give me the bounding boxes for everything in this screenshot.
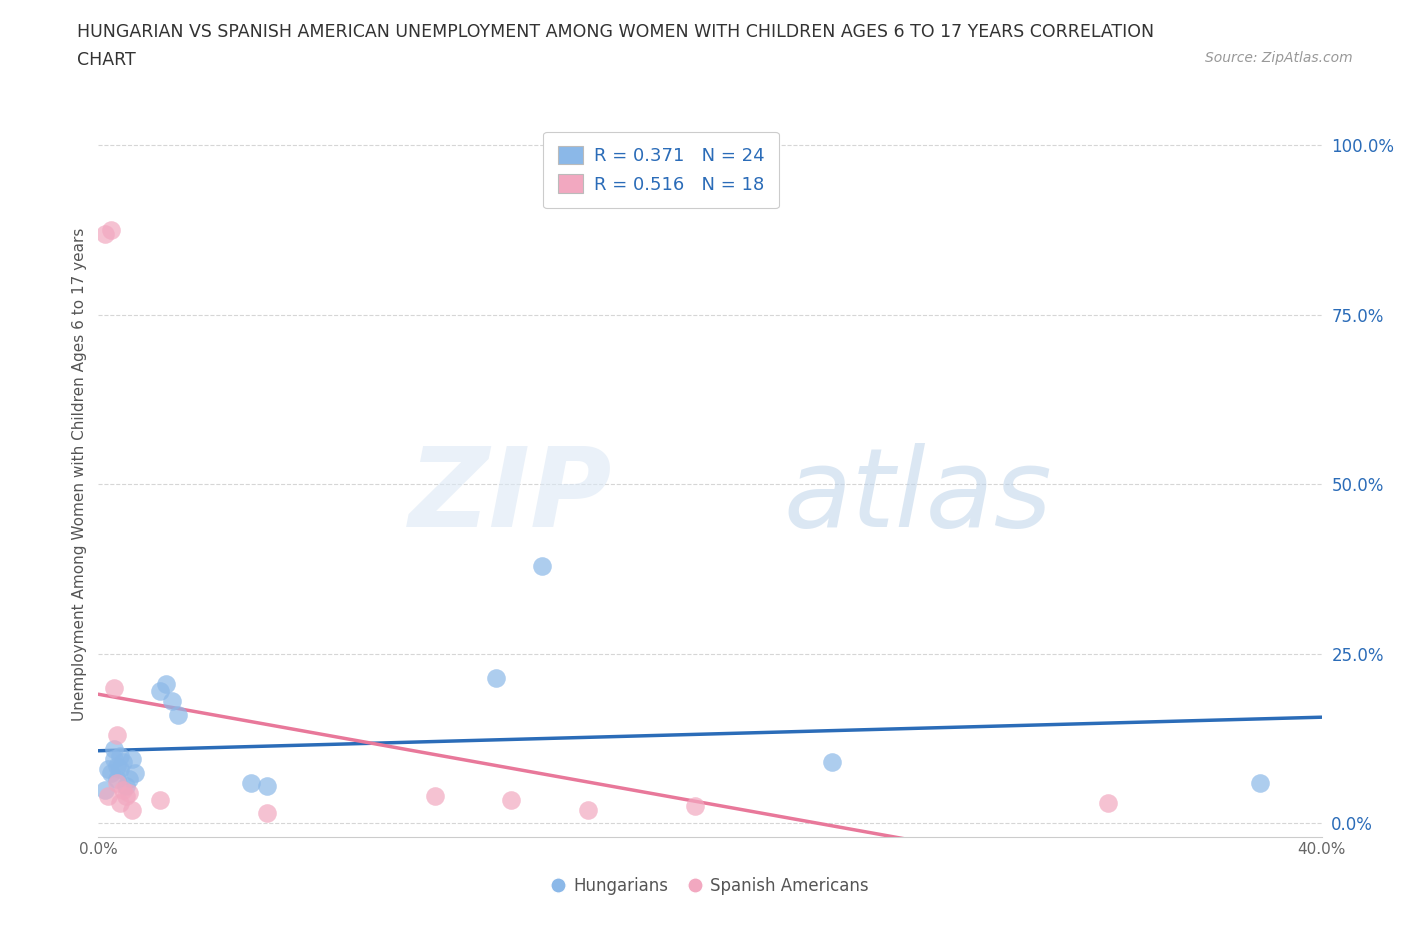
Legend: Hungarians, Spanish Americans: Hungarians, Spanish Americans <box>546 870 875 901</box>
Point <box>111 782 134 797</box>
Point <box>1097 796 1119 811</box>
Point <box>576 803 599 817</box>
Point <box>93 226 115 241</box>
Point <box>115 789 138 804</box>
Point <box>683 799 706 814</box>
Point <box>530 558 553 573</box>
Point <box>105 776 128 790</box>
Point <box>111 755 134 770</box>
Y-axis label: Unemployment Among Women with Children Ages 6 to 17 years: Unemployment Among Women with Children A… <box>72 228 87 721</box>
Point <box>118 786 141 801</box>
Point <box>100 765 122 780</box>
Text: Source: ZipAtlas.com: Source: ZipAtlas.com <box>1205 51 1353 65</box>
Point <box>105 772 128 787</box>
Point <box>103 741 125 756</box>
Point <box>118 772 141 787</box>
Point <box>256 778 278 793</box>
Point <box>93 782 115 797</box>
Point <box>103 681 125 696</box>
Text: CHART: CHART <box>77 51 136 69</box>
Point <box>121 803 143 817</box>
Point <box>149 684 172 698</box>
Point <box>108 796 131 811</box>
Text: ZIP: ZIP <box>409 443 612 550</box>
Point <box>124 765 146 780</box>
Point <box>167 708 190 723</box>
Text: HUNGARIAN VS SPANISH AMERICAN UNEMPLOYMENT AMONG WOMEN WITH CHILDREN AGES 6 TO 1: HUNGARIAN VS SPANISH AMERICAN UNEMPLOYME… <box>77 23 1154 41</box>
Point <box>105 728 128 743</box>
Point <box>485 671 508 685</box>
Point <box>256 805 278 820</box>
Point <box>103 751 125 766</box>
Point <box>108 762 131 777</box>
Point <box>155 677 177 692</box>
Point <box>240 776 263 790</box>
Point <box>423 789 446 804</box>
Point <box>97 789 120 804</box>
Point <box>821 755 844 770</box>
Point <box>149 792 172 807</box>
Text: atlas: atlas <box>783 443 1052 550</box>
Point <box>97 762 120 777</box>
Point <box>121 751 143 766</box>
Point <box>115 778 138 793</box>
Point <box>160 694 183 709</box>
Point <box>105 758 128 773</box>
Point <box>100 223 122 238</box>
Point <box>501 792 523 807</box>
Point <box>1249 776 1271 790</box>
Point <box>108 749 131 764</box>
